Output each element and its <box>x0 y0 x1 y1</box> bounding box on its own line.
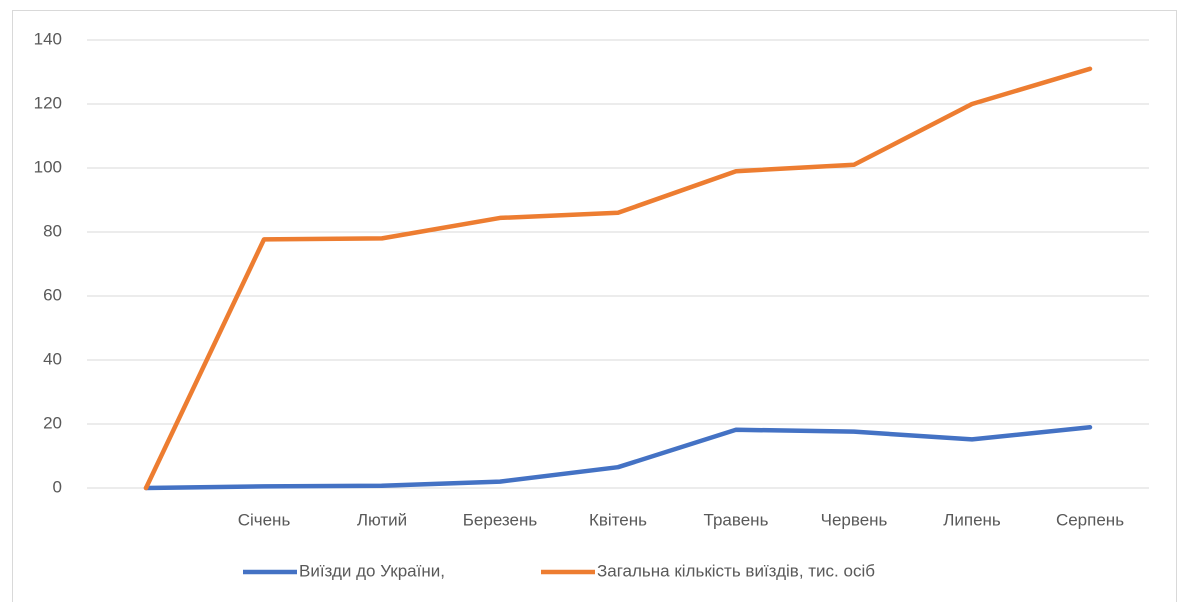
legend-label: Загальна кількість виїздів, тис. осіб <box>597 561 875 580</box>
y-tick-label: 100 <box>34 157 62 176</box>
y-tick-label: 0 <box>53 477 62 496</box>
y-tick-label: 120 <box>34 93 62 112</box>
x-tick-label: Серпень <box>1056 510 1124 529</box>
x-tick-label: Травень <box>704 510 769 529</box>
x-tick-label: Лютий <box>357 510 407 529</box>
x-tick-label: Січень <box>238 510 291 529</box>
x-tick-label: Березень <box>463 510 538 529</box>
x-tick-label: Квітень <box>589 510 647 529</box>
y-tick-label: 60 <box>43 285 62 304</box>
chart-border <box>12 10 1177 602</box>
x-tick-label: Липень <box>943 510 1001 529</box>
legend-label: Виїзди до України, <box>299 561 445 580</box>
y-tick-label: 20 <box>43 413 62 432</box>
x-tick-label: Червень <box>821 510 888 529</box>
y-tick-label: 80 <box>43 221 62 240</box>
series-line <box>143 66 1093 491</box>
y-tick-label: 140 <box>34 29 62 48</box>
y-tick-label: 40 <box>43 349 62 368</box>
series-line <box>143 424 1093 491</box>
